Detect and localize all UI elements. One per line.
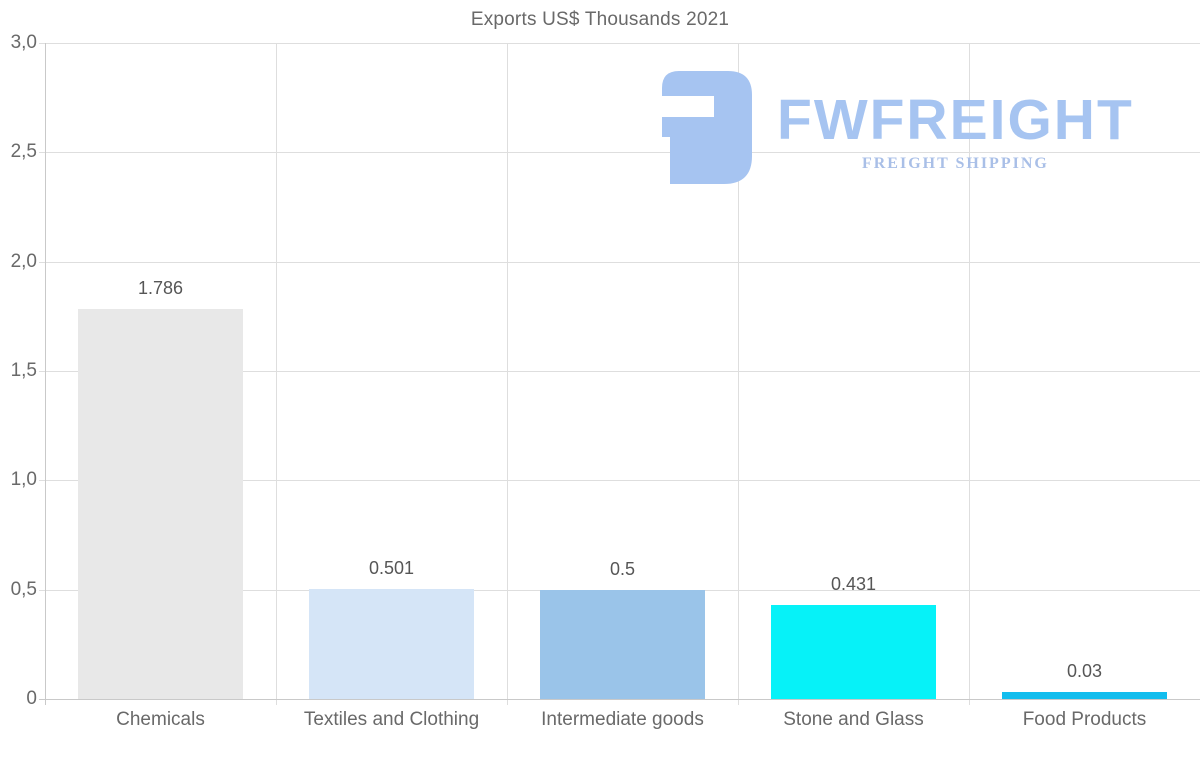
- y-axis-tick: [39, 371, 45, 372]
- y-axis-tick: [39, 43, 45, 44]
- plot-area: 1.786 0.501 0.5 0.431 0.03: [39, 43, 1200, 705]
- y-axis-line: [45, 43, 46, 705]
- freight-logo-icon: [662, 71, 752, 184]
- x-axis-tick: [738, 699, 739, 705]
- x-axis-label-chemicals: Chemicals: [116, 709, 205, 730]
- brand-text-block: FWFREIGHT FREIGHT SHIPPING: [777, 92, 1134, 173]
- y-axis-tick: [39, 590, 45, 591]
- brand-name: FWFREIGHT: [777, 88, 1134, 152]
- bar-food-products: [1002, 692, 1167, 699]
- bar-value-label: 0.5: [609, 558, 636, 579]
- bar-value-label: 1.786: [137, 277, 184, 298]
- bar-textiles-and-clothing: [309, 589, 474, 699]
- y-axis-label: 1,0: [10, 469, 37, 490]
- gridline-horizontal: [45, 371, 1200, 372]
- y-axis-label: 0: [26, 688, 37, 709]
- brand-watermark: FWFREIGHT FREIGHT SHIPPING: [649, 70, 1134, 184]
- x-axis-label-food-products: Food Products: [1022, 709, 1147, 730]
- y-axis-tick: [39, 152, 45, 153]
- bar-value-label: 0.501: [368, 558, 415, 579]
- x-axis-line: [39, 699, 1200, 700]
- gridline-horizontal: [45, 262, 1200, 263]
- gridline-vertical: [969, 43, 970, 699]
- y-axis-label: 3,0: [10, 32, 37, 53]
- y-axis-tick: [39, 262, 45, 263]
- y-axis-label: 1,5: [10, 360, 37, 381]
- x-axis-label-intermediate-goods: Intermediate goods: [541, 709, 704, 730]
- y-axis-tick: [39, 480, 45, 481]
- x-axis-tick: [969, 699, 970, 705]
- gridline-horizontal: [45, 480, 1200, 481]
- y-axis-label: 2,0: [10, 251, 37, 272]
- y-axis-label: 0,5: [10, 579, 37, 600]
- x-axis-label-textiles-and-clothing: Textiles and Clothing: [303, 709, 480, 730]
- bar-value-label: 0.431: [830, 573, 877, 594]
- gridline-vertical: [507, 43, 508, 699]
- x-axis-tick: [507, 699, 508, 705]
- gridline-horizontal: [45, 152, 1200, 153]
- x-axis-tick: [276, 699, 277, 705]
- brand-tagline: FREIGHT SHIPPING: [861, 155, 1049, 172]
- x-axis-label-stone-and-glass: Stone and Glass: [783, 709, 924, 730]
- bar-chemicals: [78, 308, 243, 699]
- bar-intermediate-goods: [540, 589, 705, 699]
- chart-title: Exports US$ Thousands 2021: [470, 9, 730, 30]
- gridline-horizontal: [45, 43, 1200, 44]
- bar-value-label: 0.03: [1066, 661, 1103, 682]
- gridline-vertical: [276, 43, 277, 699]
- gridline-vertical: [738, 43, 739, 699]
- bar-stone-and-glass: [771, 604, 936, 699]
- y-axis-label: 2,5: [10, 141, 37, 162]
